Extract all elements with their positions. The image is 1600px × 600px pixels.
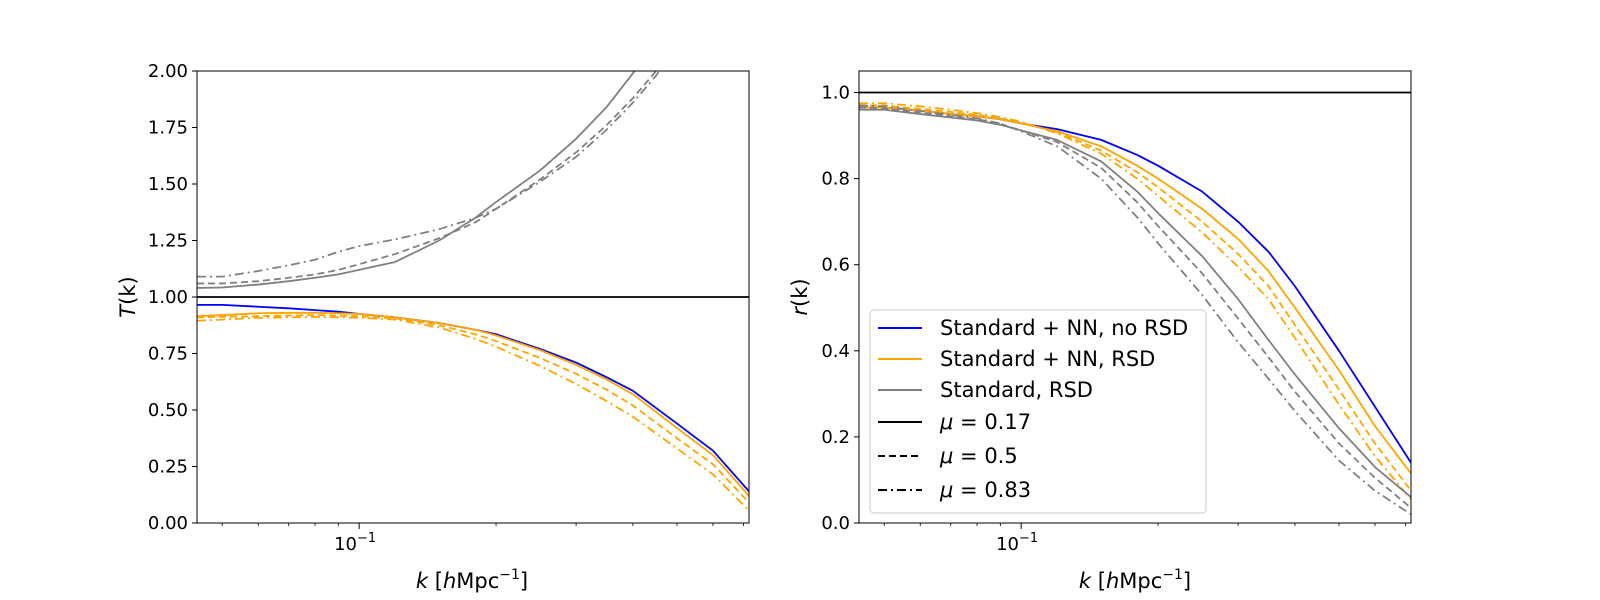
legend-label-mu-05: μ = 0.5 <box>939 444 1018 468</box>
legend-label-nn-no-rsd: Standard + NN, no RSD <box>940 316 1188 340</box>
x-tick-label: 10−1 <box>996 531 1038 555</box>
legend-frame <box>869 309 1207 514</box>
series-line-nn-rsd-dashdot <box>197 315 749 512</box>
y-tick-label: 0.6 <box>821 255 850 276</box>
plot-area <box>197 71 749 512</box>
plot-area <box>859 91 1411 516</box>
legend-label-mu-017: μ = 0.17 <box>939 410 1031 434</box>
x-axis-label: k [hMpc−1] <box>1079 567 1191 593</box>
y-tick-label: 1.00 <box>148 287 188 308</box>
y-tick-label: 0.4 <box>821 341 850 362</box>
axes-frame <box>858 70 1412 524</box>
legend: Standard + NN, no RSD Standard + NN, RSD… <box>869 309 1207 514</box>
y-tick-label: 1.0 <box>821 83 850 104</box>
series-line-standard-rsd-dashdot <box>859 104 1411 516</box>
x-tick-label: 10−1 <box>334 531 376 555</box>
series-line-nn-rsd-dashed <box>859 104 1411 492</box>
series-line-standard-rsd-dashed <box>197 71 658 285</box>
transfer-function-panel: T(k) k [hMpc−1] 0.00 0.25 0.50 0.75 1.00 1.25… <box>116 61 750 593</box>
series-line-standard-rsd-solid <box>859 108 1411 498</box>
y-tick-label: 0.00 <box>148 513 188 534</box>
series-line-standard-rsd-solid <box>197 71 636 289</box>
y-axis-label: r(k) <box>788 278 812 315</box>
y-axis-label: T(k) <box>116 276 140 317</box>
legend-label-nn-rsd: Standard + NN, RSD <box>940 347 1155 371</box>
y-tick-label: 1.75 <box>148 118 188 139</box>
legend-label-standard-rsd: Standard, RSD <box>940 378 1093 402</box>
series-line-standard-rsd-dashdot <box>197 71 661 278</box>
x-axis-label: k [hMpc−1] <box>416 567 528 593</box>
y-tick-label: 1.25 <box>148 231 188 252</box>
series-line-nn-rsd-dashdot <box>859 102 1411 500</box>
series-line-standard-rsd-dashed <box>859 106 1411 509</box>
legend-label-mu-083: μ = 0.83 <box>939 478 1031 502</box>
y-tick-label: 0.25 <box>148 457 188 478</box>
y-tick-label: 0.8 <box>821 169 850 190</box>
y-tick-label: 1.50 <box>148 174 188 195</box>
y-tick-label: 0.0 <box>821 513 850 534</box>
y-tick-label: 0.75 <box>148 344 188 365</box>
y-tick-label: 0.50 <box>148 400 188 421</box>
y-tick-label: 2.00 <box>148 61 188 82</box>
y-tick-label: 0.2 <box>821 427 850 448</box>
series-line-nn-rsd-solid <box>197 311 749 497</box>
correlation-coefficient-panel: r(k) k [hMpc−1] 0.0 0.2 0.4 0.6 0.8 1.0 10−1 <box>788 70 1412 593</box>
series-line-nn-rsd-dashed <box>197 314 749 504</box>
series-line-nn-rsd-solid <box>859 106 1411 475</box>
